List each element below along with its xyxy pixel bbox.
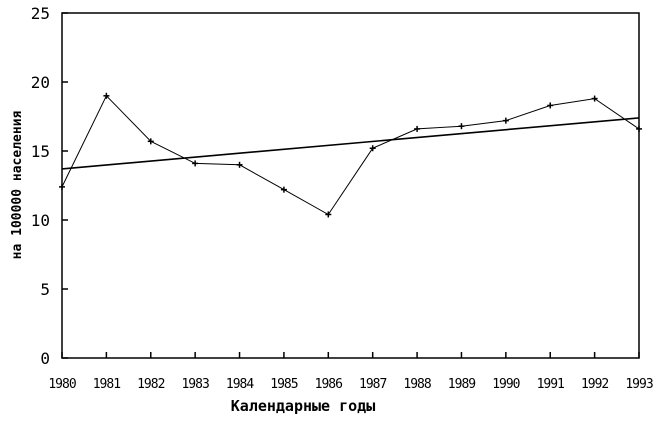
data-point [591,95,598,102]
data-point [236,161,243,168]
x-tick-label: 1990 [492,377,519,392]
x-axis-label: Календарные годы [231,397,376,415]
x-tick-label: 1991 [537,377,564,392]
data-point [59,183,65,190]
y-tick-label: 15 [31,142,50,161]
y-tick-label: 25 [31,4,50,23]
data-point [414,125,421,132]
x-axis-ticks: 1980 1981 1982 1983 1984 1985 1986 1987 1988 1989… [48,352,654,392]
series-layer [59,92,642,218]
x-tick-label: 1984 [226,377,254,392]
data-point [502,117,509,124]
x-tick-label: 1993 [625,377,652,392]
data-point [636,125,642,132]
x-tick-label: 1983 [181,377,208,392]
data-line [61,94,640,216]
data-point [458,123,465,130]
data-point [192,160,199,167]
trend-line [61,117,640,170]
data-point [147,138,154,145]
data-point [280,186,287,193]
y-axis-ticks: 0 5 10 15 20 25 [31,4,68,368]
y-tick-label: 0 [40,349,50,368]
x-tick-label: 1989 [448,377,475,392]
x-tick-label: 1981 [93,377,120,392]
x-tick-label: 1992 [581,377,608,392]
data-point [547,102,554,109]
x-tick-label: 1987 [359,377,386,392]
x-tick-label: 1982 [137,377,164,392]
x-tick-label: 1988 [403,377,430,392]
y-axis-label: на 100000 населения [10,110,25,259]
data-point [325,211,332,218]
data-point [103,92,110,99]
x-tick-label: 1985 [270,377,297,392]
plot-frame [61,12,640,359]
y-tick-label: 10 [31,211,50,230]
data-point [369,145,376,152]
y-tick-label: 5 [40,280,50,299]
x-tick-label: 1986 [315,377,342,392]
x-tick-label: 1980 [48,377,75,392]
y-tick-label: 20 [31,73,50,92]
